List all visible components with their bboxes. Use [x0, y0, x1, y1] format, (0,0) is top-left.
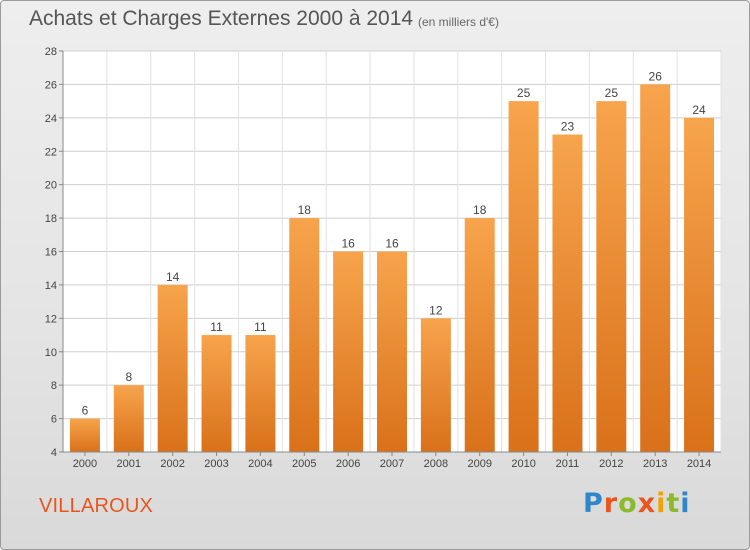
y-tick-label: 14 — [45, 280, 57, 292]
x-tick-label-2012: 2012 — [599, 458, 623, 470]
bar-2001 — [113, 385, 144, 452]
bar-2004 — [245, 335, 276, 452]
data-label-2009: 18 — [473, 203, 487, 217]
x-tick-label-2003: 2003 — [204, 458, 228, 470]
x-tick-label-2004: 2004 — [248, 458, 272, 470]
data-label-2011: 23 — [561, 120, 575, 134]
x-tick-label-2010: 2010 — [511, 458, 535, 470]
bar-2003 — [201, 335, 232, 452]
data-label-2007: 16 — [385, 237, 399, 251]
x-tick-label-2000: 2000 — [73, 458, 97, 470]
x-tick-label-2001: 2001 — [117, 458, 141, 470]
x-tick-label-2011: 2011 — [556, 458, 580, 470]
x-tick-label-2008: 2008 — [424, 458, 448, 470]
y-tick-label: 4 — [51, 447, 57, 459]
bar-2000 — [69, 418, 100, 452]
bar-2005 — [289, 218, 320, 452]
data-label-2008: 12 — [429, 303, 443, 317]
data-label-2000: 6 — [82, 404, 89, 418]
x-tick-label-2005: 2005 — [292, 458, 316, 470]
x-tick-label-2013: 2013 — [643, 458, 667, 470]
data-label-2001: 8 — [125, 370, 132, 384]
place-name: VILLAROUX — [39, 495, 154, 517]
data-label-2004: 11 — [254, 320, 267, 334]
y-tick-label: 6 — [51, 414, 57, 426]
bar-2011 — [552, 134, 583, 452]
y-tick-label: 10 — [45, 347, 57, 359]
bar-2013 — [640, 84, 671, 453]
y-tick-label: 28 — [45, 46, 57, 58]
bar-2010 — [508, 101, 539, 452]
data-label-2013: 26 — [649, 69, 663, 83]
data-label-2005: 18 — [298, 203, 312, 217]
chart-title: Achats et Charges Externes 2000 à 2014 — [29, 7, 414, 30]
proxiti-logo: Proxiti — [583, 488, 691, 519]
y-tick-label: 22 — [45, 146, 57, 158]
data-label-2003: 11 — [210, 320, 223, 334]
bar-2002 — [157, 284, 188, 452]
x-tick-label-2007: 2007 — [380, 458, 404, 470]
bar-2006 — [333, 251, 364, 452]
y-tick-label: 24 — [45, 113, 57, 125]
y-tick-label: 20 — [45, 180, 57, 192]
bar-2014 — [684, 117, 715, 452]
bar-2007 — [377, 251, 407, 452]
bar-2012 — [596, 101, 627, 452]
data-label-2014: 24 — [692, 103, 706, 117]
bar-2009 — [464, 218, 495, 452]
x-tick-label-2014: 2014 — [687, 458, 711, 470]
x-tick-label-2009: 2009 — [467, 458, 491, 470]
y-tick-label: 12 — [45, 313, 57, 325]
data-label-2002: 14 — [166, 270, 180, 284]
data-label-2006: 16 — [341, 237, 355, 251]
data-label-2012: 25 — [605, 86, 619, 100]
y-tick-label: 8 — [51, 380, 57, 392]
x-tick-label-2006: 2006 — [336, 458, 360, 470]
y-tick-label: 16 — [45, 247, 57, 259]
bar-2008 — [420, 318, 451, 452]
y-tick-label: 26 — [45, 79, 57, 91]
chart-unit: (en milliers d'€) — [418, 15, 499, 29]
x-tick-label-2002: 2002 — [160, 458, 184, 470]
y-tick-label: 18 — [45, 213, 57, 225]
data-label-2010: 25 — [517, 86, 531, 100]
